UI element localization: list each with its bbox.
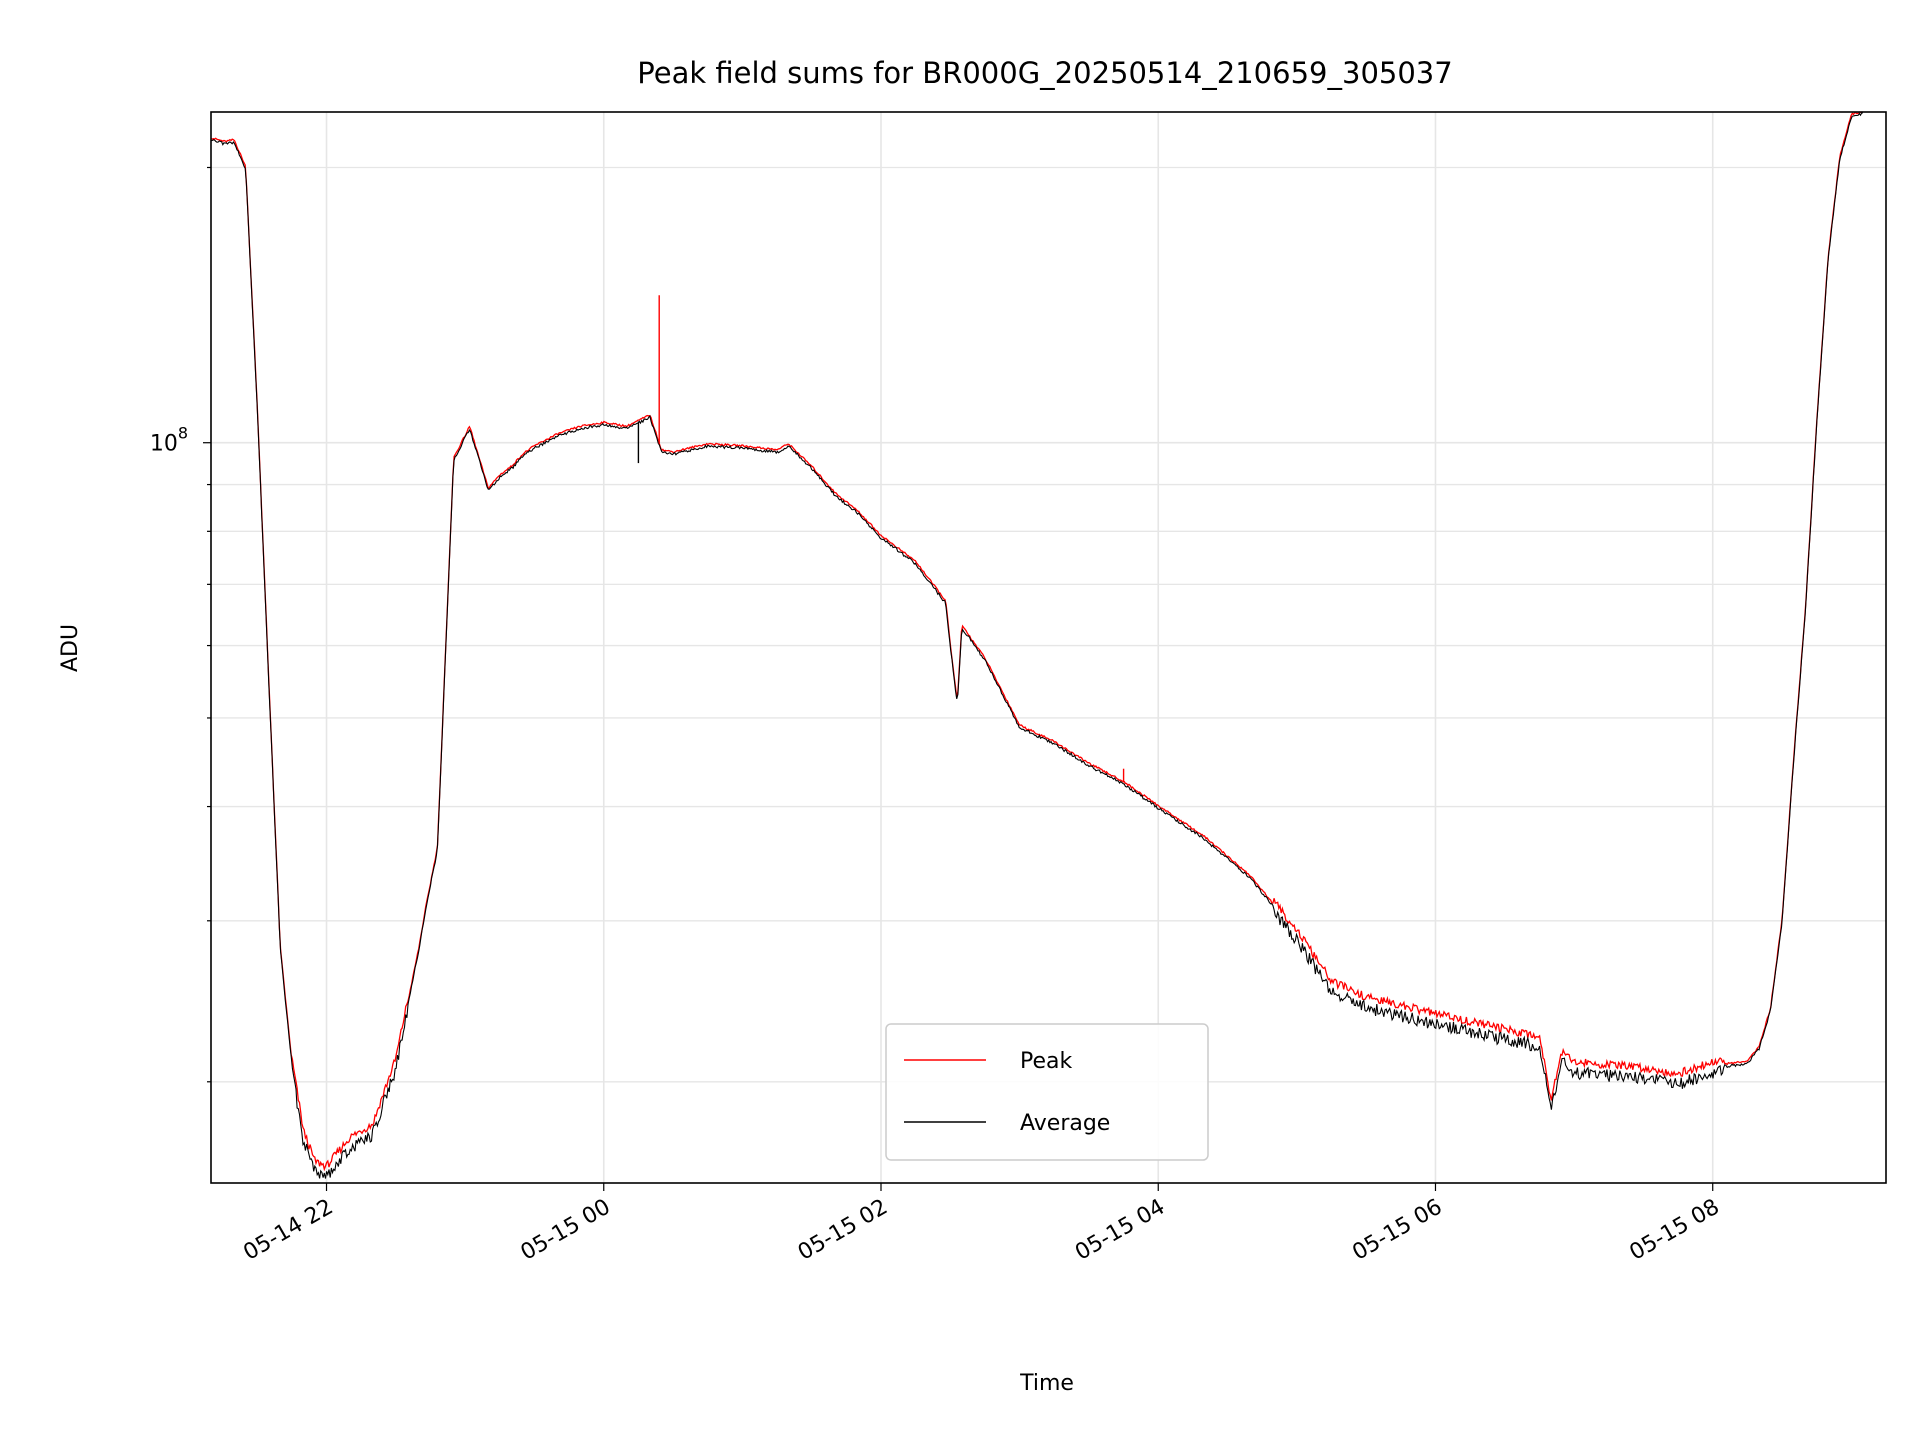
series-layer <box>210 111 1863 1179</box>
y-axis: 108 <box>150 166 211 1083</box>
legend-label-peak: Peak <box>1020 1049 1072 1074</box>
y-tick-label: 108 <box>150 424 188 457</box>
plot-frame <box>210 111 1887 1184</box>
x-axis-label: Time <box>1019 1371 1074 1396</box>
grid <box>211 112 1886 1183</box>
series-peak-line <box>210 111 1863 1172</box>
series-average-line <box>210 112 1863 1179</box>
chart-title: Peak field sums for BR000G_20250514_2106… <box>637 56 1452 90</box>
legend-label-average: Average <box>1020 1111 1110 1136</box>
legend-box <box>885 1023 1209 1161</box>
legend: Peak Average <box>885 1023 1209 1161</box>
y-axis-label: ADU <box>58 624 83 672</box>
